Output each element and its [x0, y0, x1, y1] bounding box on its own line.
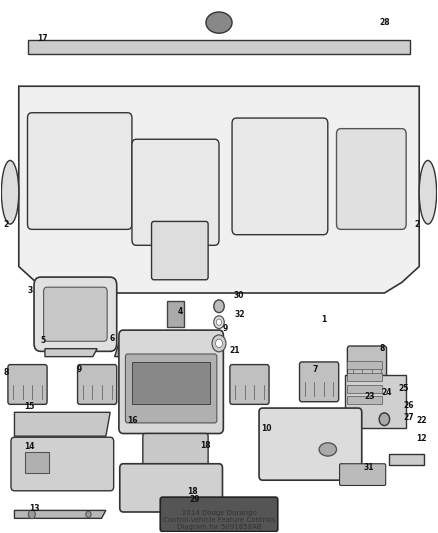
- Ellipse shape: [319, 443, 336, 456]
- FancyBboxPatch shape: [336, 128, 406, 229]
- Text: 5: 5: [40, 336, 45, 345]
- Bar: [347, 361, 382, 369]
- Text: 15: 15: [25, 402, 35, 411]
- Ellipse shape: [419, 160, 437, 224]
- Text: 4: 4: [177, 307, 183, 316]
- Text: 23: 23: [364, 392, 374, 401]
- Text: 21: 21: [229, 346, 240, 355]
- Text: 8: 8: [3, 368, 8, 377]
- Bar: [28, 39, 410, 54]
- Text: 30: 30: [233, 291, 244, 300]
- Ellipse shape: [206, 12, 232, 33]
- Circle shape: [86, 511, 91, 518]
- Polygon shape: [45, 349, 97, 357]
- FancyBboxPatch shape: [28, 113, 132, 229]
- Circle shape: [28, 510, 35, 519]
- Text: 9: 9: [77, 366, 82, 374]
- Circle shape: [215, 339, 223, 348]
- Circle shape: [214, 316, 224, 328]
- FancyBboxPatch shape: [232, 118, 328, 235]
- Polygon shape: [115, 343, 167, 357]
- Bar: [347, 397, 382, 405]
- Bar: [132, 362, 210, 405]
- Ellipse shape: [1, 160, 19, 224]
- FancyBboxPatch shape: [347, 346, 387, 386]
- Text: 29: 29: [190, 495, 200, 504]
- Circle shape: [216, 319, 222, 325]
- Text: 32: 32: [235, 310, 245, 319]
- FancyBboxPatch shape: [44, 287, 107, 341]
- Text: 22: 22: [416, 416, 427, 425]
- Text: 24: 24: [381, 388, 392, 397]
- Text: 2: 2: [414, 220, 420, 229]
- Circle shape: [214, 300, 224, 313]
- Text: 13: 13: [29, 504, 39, 513]
- FancyBboxPatch shape: [259, 408, 362, 480]
- FancyBboxPatch shape: [300, 362, 339, 402]
- Bar: [347, 373, 382, 381]
- Bar: [389, 454, 424, 465]
- Text: 31: 31: [364, 464, 374, 472]
- Text: 9: 9: [223, 324, 228, 333]
- Text: 3: 3: [27, 286, 32, 295]
- Text: 17: 17: [37, 34, 48, 43]
- Polygon shape: [14, 413, 110, 436]
- FancyBboxPatch shape: [132, 139, 219, 245]
- Text: 27: 27: [403, 413, 413, 422]
- Bar: [347, 385, 382, 393]
- Circle shape: [379, 413, 390, 425]
- FancyBboxPatch shape: [8, 365, 47, 405]
- Text: 1: 1: [321, 315, 326, 324]
- FancyBboxPatch shape: [160, 497, 278, 531]
- Text: 7: 7: [312, 366, 318, 374]
- Text: 6: 6: [110, 334, 115, 343]
- Text: 14: 14: [25, 442, 35, 451]
- Circle shape: [212, 335, 226, 352]
- Text: 8: 8: [379, 344, 385, 353]
- Text: 2: 2: [3, 220, 8, 229]
- FancyBboxPatch shape: [339, 464, 386, 486]
- FancyBboxPatch shape: [78, 365, 117, 405]
- Bar: [345, 375, 406, 428]
- Text: 25: 25: [399, 384, 409, 393]
- Text: 26: 26: [403, 401, 413, 410]
- Text: 10: 10: [261, 424, 272, 433]
- Text: 28: 28: [379, 18, 390, 27]
- Text: 18: 18: [187, 487, 198, 496]
- FancyBboxPatch shape: [125, 354, 217, 423]
- FancyBboxPatch shape: [143, 433, 208, 468]
- FancyBboxPatch shape: [120, 464, 223, 512]
- Text: 18: 18: [201, 441, 211, 450]
- FancyBboxPatch shape: [152, 221, 208, 280]
- FancyBboxPatch shape: [11, 437, 114, 491]
- FancyBboxPatch shape: [230, 365, 269, 405]
- FancyBboxPatch shape: [119, 330, 223, 433]
- Bar: [167, 301, 184, 327]
- FancyBboxPatch shape: [34, 277, 117, 351]
- Bar: [25, 452, 49, 473]
- Text: 2014 Dodge Durango
Control-Vehicle Feature Controls
Diagram for 5091858AB: 2014 Dodge Durango Control-Vehicle Featu…: [163, 510, 275, 530]
- Polygon shape: [14, 511, 106, 519]
- Text: 16: 16: [127, 416, 137, 425]
- Text: 12: 12: [416, 434, 427, 443]
- Polygon shape: [19, 86, 419, 293]
